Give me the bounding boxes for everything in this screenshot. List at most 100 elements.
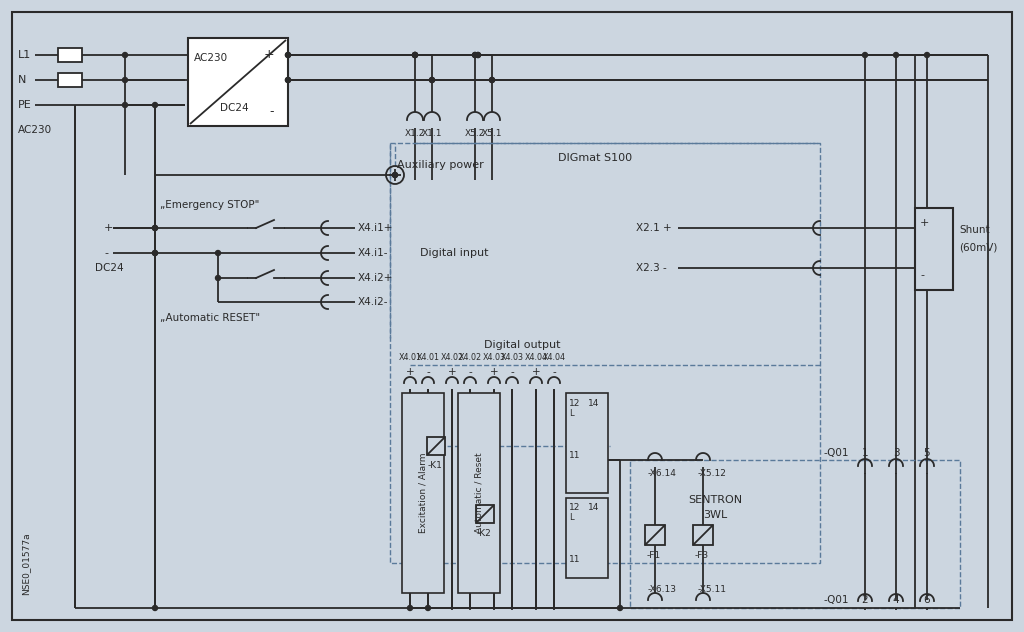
Circle shape — [489, 78, 495, 83]
Text: 11: 11 — [569, 451, 581, 459]
Text: X2.3 -: X2.3 - — [636, 263, 667, 273]
Text: Shunt: Shunt — [959, 225, 989, 235]
Circle shape — [413, 52, 418, 58]
Circle shape — [286, 52, 291, 58]
Circle shape — [862, 52, 867, 58]
Text: 3WL: 3WL — [702, 510, 727, 520]
Circle shape — [286, 52, 291, 58]
Circle shape — [894, 52, 898, 58]
Circle shape — [215, 250, 220, 255]
Text: -: - — [426, 367, 430, 377]
Text: X1.1: X1.1 — [422, 128, 442, 138]
Text: 6: 6 — [924, 595, 931, 605]
Bar — [58, 73, 82, 87]
Bar — [915, 208, 953, 290]
Circle shape — [123, 78, 128, 83]
Text: „Emergency STOP": „Emergency STOP" — [160, 200, 259, 210]
Text: -X5.12: -X5.12 — [698, 468, 727, 478]
Circle shape — [429, 78, 434, 83]
Circle shape — [123, 102, 128, 107]
Circle shape — [489, 78, 495, 83]
Text: -Q01: -Q01 — [823, 448, 849, 458]
Text: (60mV): (60mV) — [959, 243, 997, 253]
Text: L: L — [569, 408, 573, 418]
Text: SENTRON: SENTRON — [688, 495, 742, 505]
Text: -: - — [510, 367, 514, 377]
Text: -Q01: -Q01 — [823, 595, 849, 605]
Text: Automatic / Reset: Automatic / Reset — [474, 453, 483, 533]
Text: -K2: -K2 — [477, 528, 492, 537]
Text: 14: 14 — [588, 399, 599, 408]
Circle shape — [472, 52, 477, 58]
Bar — [458, 393, 500, 593]
Circle shape — [408, 605, 413, 611]
Circle shape — [392, 173, 397, 178]
Text: +: + — [104, 223, 114, 233]
Text: AC230: AC230 — [18, 125, 52, 135]
Text: +: + — [263, 47, 274, 61]
Text: X4.01: X4.01 — [398, 353, 422, 363]
Circle shape — [475, 52, 480, 58]
Bar — [390, 143, 820, 563]
Bar — [645, 525, 665, 545]
Bar — [58, 48, 82, 62]
Text: -: - — [468, 367, 472, 377]
Text: X4.i1+: X4.i1+ — [358, 223, 393, 233]
Bar — [566, 498, 608, 578]
Circle shape — [215, 276, 220, 281]
Text: -F3: -F3 — [695, 550, 710, 559]
Text: „Automatic RESET": „Automatic RESET" — [160, 313, 260, 323]
Text: NSE0_01577a: NSE0_01577a — [22, 532, 31, 595]
Text: PE: PE — [18, 100, 32, 110]
Text: Digital output: Digital output — [483, 340, 560, 350]
Text: DIGmat S100: DIGmat S100 — [558, 153, 632, 163]
Circle shape — [413, 52, 418, 58]
Bar — [188, 38, 288, 126]
Text: 2: 2 — [861, 595, 868, 605]
Text: -X5.11: -X5.11 — [698, 585, 727, 595]
Text: Digital input: Digital input — [420, 248, 488, 258]
Circle shape — [123, 52, 128, 58]
Text: +: + — [531, 367, 541, 377]
Bar — [566, 393, 608, 493]
Text: -X6.14: -X6.14 — [648, 468, 677, 478]
Circle shape — [286, 78, 291, 83]
Text: 5: 5 — [924, 448, 931, 458]
Circle shape — [472, 52, 477, 58]
Text: -: - — [920, 270, 924, 280]
Circle shape — [153, 226, 158, 231]
Bar — [402, 393, 444, 593]
Text: L: L — [569, 513, 573, 523]
Circle shape — [153, 605, 158, 611]
Text: -: - — [269, 106, 274, 119]
Text: 1: 1 — [861, 448, 868, 458]
Text: -: - — [552, 367, 556, 377]
Text: X4.02: X4.02 — [459, 353, 481, 363]
Circle shape — [153, 250, 158, 255]
Text: X4.02: X4.02 — [440, 353, 464, 363]
Text: X4.03: X4.03 — [501, 353, 523, 363]
Circle shape — [153, 102, 158, 107]
Circle shape — [429, 78, 434, 83]
Text: X5.2: X5.2 — [465, 128, 485, 138]
Circle shape — [617, 605, 623, 611]
Text: -: - — [104, 248, 108, 258]
Text: AC230: AC230 — [194, 53, 228, 63]
Text: 4: 4 — [893, 595, 899, 605]
Text: 12: 12 — [569, 399, 581, 408]
Circle shape — [286, 78, 291, 83]
Circle shape — [392, 173, 397, 178]
Text: +: + — [406, 367, 415, 377]
Text: X4.i2+: X4.i2+ — [358, 273, 393, 283]
Bar — [630, 460, 961, 608]
Text: L1: L1 — [18, 50, 32, 60]
Text: Excitation / Alarm: Excitation / Alarm — [419, 453, 427, 533]
Text: -K1: -K1 — [428, 461, 442, 470]
Text: 14: 14 — [588, 504, 599, 513]
Circle shape — [426, 605, 430, 611]
Text: X5.1: X5.1 — [481, 128, 502, 138]
Text: -X6.13: -X6.13 — [648, 585, 677, 595]
Text: N: N — [18, 75, 27, 85]
Text: X4.03: X4.03 — [482, 353, 506, 363]
Circle shape — [153, 226, 158, 231]
